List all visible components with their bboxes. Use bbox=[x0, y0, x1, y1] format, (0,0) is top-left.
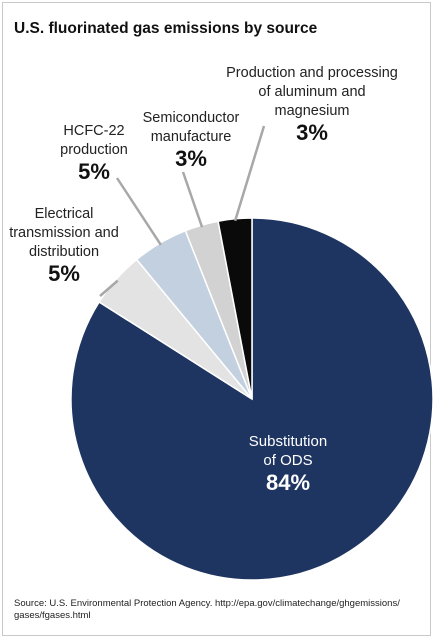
slice-label-2-line-1: Electrical bbox=[35, 206, 94, 222]
slice-value-5: 3% bbox=[296, 120, 328, 145]
chart-title: U.S. fluorinated gas emissions by source bbox=[14, 20, 318, 37]
slice-label-4-line-2: manufacture bbox=[151, 129, 232, 145]
leader-line-3 bbox=[115, 177, 162, 246]
slice-value-4: 3% bbox=[175, 146, 207, 171]
slice-value-2: 5% bbox=[48, 261, 80, 286]
slice-label-3-line-2: production bbox=[60, 142, 128, 158]
slice-label-1-line-1: Substitution bbox=[249, 433, 327, 450]
slice-label-5-line-2: of aluminum and bbox=[258, 84, 365, 100]
slice-label-4-line-1: Semiconductor bbox=[143, 110, 240, 126]
leader-line-5 bbox=[233, 125, 266, 222]
slice-label-2-line-3: distribution bbox=[29, 244, 99, 260]
slice-label-2-line-2: transmission and bbox=[9, 225, 119, 241]
slice-label-1-line-2: of ODS bbox=[263, 452, 312, 469]
leader-line-2 bbox=[99, 279, 119, 297]
slice-label-5-line-3: magnesium bbox=[275, 103, 350, 119]
source-note: Source: U.S. Environmental Protection Ag… bbox=[14, 598, 400, 621]
slice-label-3-line-1: HCFC-22 bbox=[63, 123, 124, 139]
chart-frame bbox=[2, 2, 431, 636]
slice-value-1: 84% bbox=[266, 470, 310, 495]
slice-value-3: 5% bbox=[78, 159, 110, 184]
leader-line-4 bbox=[181, 171, 204, 228]
slice-label-5-line-1: Production and processing bbox=[226, 65, 398, 81]
